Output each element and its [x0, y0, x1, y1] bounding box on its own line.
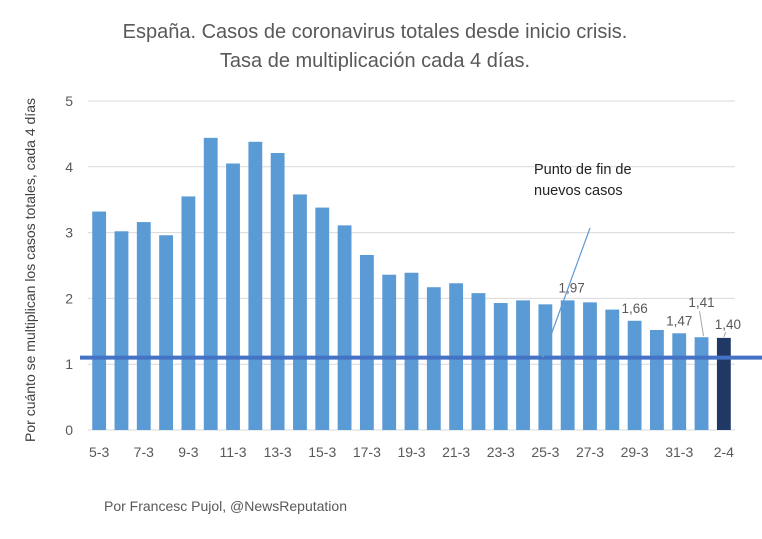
x-axis-ticks: 5-3 7-3 9-3 11-3 13-3 15-3 17-3 19-3 21-3 23-3 25-…	[89, 444, 734, 460]
y-axis-label: Por cuánto se multiplican los casos tota…	[22, 98, 38, 442]
bar	[248, 141, 263, 430]
y-tick-label: 4	[65, 159, 73, 175]
bar	[203, 137, 218, 430]
x-tick-label: 13-3	[264, 444, 292, 460]
x-tick-label: 23-3	[487, 444, 515, 460]
x-tick-label: 11-3	[220, 444, 247, 460]
x-tick-label: 15-3	[308, 444, 336, 460]
bars	[92, 137, 731, 430]
data-label: 1,41	[688, 295, 714, 310]
x-tick-label: 21-3	[442, 444, 470, 460]
annotation-line-2: nuevos casos	[534, 183, 623, 199]
y-axis-ticks: 0 1 2 3 4 5	[65, 93, 73, 438]
bar	[136, 222, 151, 430]
bar	[716, 337, 731, 430]
x-tick-label: 5-3	[89, 444, 109, 460]
x-tick-label: 17-3	[353, 444, 381, 460]
x-tick-label: 31-3	[665, 444, 693, 460]
bar	[583, 302, 597, 430]
x-tick-label: 2-4	[714, 444, 734, 460]
bar	[516, 300, 530, 430]
bar	[226, 163, 240, 430]
bar	[293, 194, 307, 430]
data-labels: 1,97 1,66 1,47 1,411,40	[559, 280, 741, 338]
bar	[627, 320, 642, 430]
bar	[337, 225, 352, 430]
bar	[605, 309, 620, 430]
x-tick-label: 9-3	[178, 444, 198, 460]
x-tick-label: 29-3	[621, 444, 649, 460]
data-label-leader	[699, 311, 705, 337]
bar	[649, 329, 664, 430]
bar	[560, 300, 575, 430]
y-tick-label: 5	[65, 93, 73, 109]
bar	[92, 211, 107, 430]
bar	[538, 304, 553, 430]
bar	[471, 293, 486, 430]
y-tick-label: 3	[65, 225, 73, 241]
data-label-leader	[723, 331, 727, 338]
bar	[159, 235, 174, 430]
data-label: 1,47	[666, 313, 692, 328]
bar	[672, 333, 687, 430]
data-label: 1,66	[621, 301, 647, 316]
credit-text: Por Francesc Pujol, @NewsReputation	[104, 498, 347, 514]
x-tick-label: 19-3	[397, 444, 425, 460]
bar	[359, 254, 374, 430]
bar	[181, 196, 196, 430]
chart-title-line-2: Tasa de multiplicación cada 4 días.	[220, 50, 530, 72]
bar	[493, 303, 508, 430]
chart-title-line-1: España. Casos de coronavirus totales des…	[123, 21, 628, 43]
bar	[404, 272, 419, 430]
y-tick-label: 2	[65, 290, 73, 306]
x-tick-label: 27-3	[576, 444, 604, 460]
bar	[270, 152, 285, 430]
y-tick-label: 0	[65, 422, 73, 438]
annotation-arrow	[542, 227, 591, 358]
annotation-line-1: Punto de fin de	[534, 162, 632, 178]
bar	[694, 337, 709, 430]
bar	[315, 207, 330, 430]
bar	[114, 231, 129, 430]
annotation-arrowhead	[539, 348, 548, 358]
bar	[382, 274, 397, 430]
data-label: 1,97	[559, 280, 585, 295]
x-tick-label: 7-3	[134, 444, 154, 460]
y-tick-label: 1	[65, 356, 73, 372]
x-tick-label: 25-3	[531, 444, 559, 460]
data-label: 1,40	[715, 317, 741, 332]
